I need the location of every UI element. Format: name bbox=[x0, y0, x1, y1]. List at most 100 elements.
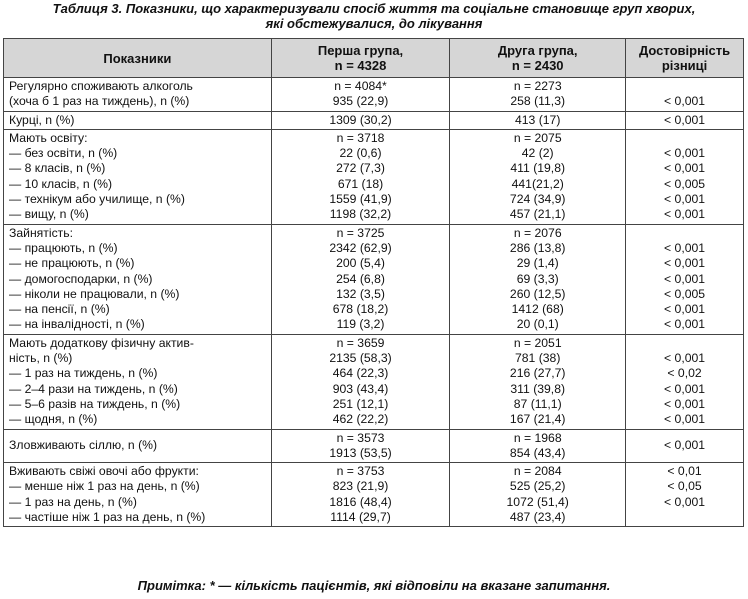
table-caption: Таблиця 3. Показники, що характеризували… bbox=[0, 1, 748, 31]
cell-line: < 0,02 bbox=[667, 366, 702, 381]
cell-line: 903 (43,4) bbox=[332, 381, 389, 396]
cell-line: n = 3573 bbox=[336, 430, 385, 445]
cell-line: — менше ніж 1 раз на день, n (%) bbox=[9, 479, 200, 494]
cell-line: 413 (17) bbox=[515, 112, 561, 127]
header-group-1-line: Перша група, bbox=[317, 43, 404, 58]
cell-group-2: n = 2075 42 (2) 411 (19,8) 441(21,2) 724 (34… bbox=[449, 128, 627, 225]
caption-line-2: які обстежувалися, до лікування bbox=[265, 16, 483, 31]
caption-line-1: Таблиця 3. Показники, що характеризували… bbox=[52, 1, 696, 16]
cell-line: 42 (2) bbox=[521, 146, 554, 161]
cell-line: n = 2051 bbox=[513, 335, 562, 350]
cell-indicator: Регулярно споживають алкоголь (хоча б 1 р… bbox=[3, 77, 272, 112]
cell-line: — 1 раз на тиждень, n (%) bbox=[9, 366, 158, 381]
cell-line: 441(21,2) bbox=[511, 176, 564, 191]
cell-line: < 0,005 bbox=[664, 286, 706, 301]
cell-group-1: n = 4084* 935 (22,9) bbox=[270, 77, 451, 112]
cell-indicator: Вживають свіжі овочі або фрукти: — менше … bbox=[3, 462, 272, 528]
cell-line: 935 (22,9) bbox=[332, 94, 389, 109]
cell-line: 311 (39,8) bbox=[510, 381, 566, 396]
cell-line: 1114 (29,7) bbox=[330, 510, 391, 525]
cell-line: Зайнятість: bbox=[9, 225, 73, 240]
cell-line: — вищу, n (%) bbox=[9, 207, 89, 222]
cell-line: < 0,001 bbox=[664, 207, 706, 222]
cell-line: — 1 раз на день, n (%) bbox=[9, 494, 137, 509]
cell-line: n = 1968 bbox=[513, 430, 562, 445]
cell-line: 1412 (68) bbox=[511, 302, 564, 317]
cell-line: 1913 (53,5) bbox=[329, 445, 392, 460]
cell-line: ність, n (%) bbox=[9, 351, 73, 366]
header-significance-line: Достовірність bbox=[638, 43, 731, 58]
table-row: Мають додаткову фізичну актив-ність, n (… bbox=[3, 333, 744, 430]
cell-group-1: 1309 (30,2) bbox=[270, 110, 451, 130]
cell-line: 132 (3,5) bbox=[336, 286, 385, 301]
cell-indicator: Зловживають сіллю, n (%) bbox=[3, 428, 272, 464]
cell-line: 781 (38) bbox=[515, 351, 561, 366]
cell-line bbox=[631, 510, 738, 525]
table-row: Курці, n (%) 1309 (30,2) 413 (17) < 0,001 bbox=[3, 110, 744, 130]
cell-line: 854 (43,4) bbox=[509, 445, 566, 460]
cell-line: 464 (22,3) bbox=[332, 366, 389, 381]
cell-line: < 0,001 bbox=[664, 256, 706, 271]
cell-line: n = 3659 bbox=[336, 335, 385, 350]
header-group-2: Друга група, n = 2430 bbox=[449, 38, 627, 78]
cell-line: < 0,001 bbox=[664, 351, 706, 366]
cell-line bbox=[631, 226, 738, 241]
header-group-1: Перша група, n = 4328 bbox=[270, 38, 451, 78]
cell-group-2: n = 2051 781 (38) 216 (27,7) 311 (39,8) 87 (… bbox=[449, 333, 627, 430]
cell-line: n = 4084* bbox=[334, 79, 387, 93]
cell-line bbox=[631, 131, 738, 146]
header-group-1-line: n = 4328 bbox=[334, 58, 387, 73]
cell-line: n = 2076 bbox=[513, 225, 562, 240]
cell-line: < 0,001 bbox=[664, 192, 706, 207]
table-row: Регулярно споживають алкоголь (хоча б 1 р… bbox=[3, 77, 744, 112]
cell-line: 260 (12,5) bbox=[509, 286, 566, 301]
cell-line: 1309 (30,2) bbox=[329, 112, 392, 127]
cell-line: — ніколи не працювали, n (%) bbox=[9, 286, 180, 301]
cell-group-1: n = 3725 2342 (62,9) 200 (5,4) 254 (6,8) 132… bbox=[270, 223, 451, 335]
cell-indicator: Мають додаткову фізичну актив-ність, n (… bbox=[3, 333, 272, 430]
cell-line: 251 (12,1) bbox=[332, 396, 389, 411]
table-footnote: Примітка: * — кількість пацієнтів, які в… bbox=[137, 578, 611, 593]
cell-significance: < 0,001 < 0,001 < 0,005 < 0,001 < 0,001 bbox=[625, 128, 744, 225]
cell-line: < 0,001 bbox=[664, 381, 706, 396]
cell-line: 167 (21,4) bbox=[509, 412, 566, 427]
cell-indicator: Курці, n (%) bbox=[3, 110, 272, 130]
cell-significance: < 0,001 bbox=[625, 77, 744, 112]
header-group-2-line: n = 2430 bbox=[511, 58, 564, 73]
cell-line: Курці, n (%) bbox=[9, 112, 75, 127]
cell-line: < 0,01 bbox=[667, 464, 702, 479]
cell-line: 525 (25,2) bbox=[509, 479, 566, 494]
cell-line: 457 (21,1) bbox=[509, 207, 566, 222]
cell-significance: < 0,001 bbox=[625, 110, 744, 130]
cell-line: n = 2084 bbox=[513, 464, 562, 479]
cell-line: — 2–4 рази на тиждень, n (%) bbox=[9, 381, 178, 396]
table-row: Зловживають сіллю, n (%) n = 3573 1913 (53… bbox=[3, 428, 744, 464]
cell-line: — 5–6 разів на тиждень, n (%) bbox=[9, 396, 181, 411]
cell-line: Мають додаткову фізичну актив- bbox=[9, 335, 194, 350]
header-group-2-line: Друга група, bbox=[497, 43, 578, 58]
cell-line: n = 2075 bbox=[513, 130, 562, 145]
cell-line: Регулярно споживають алкоголь bbox=[9, 79, 193, 93]
table-row: Мають освіту: — без освіти, n (%) — 8 клас… bbox=[3, 128, 744, 225]
cell-line: — без освіти, n (%) bbox=[9, 146, 118, 161]
cell-line: 1072 (51,4) bbox=[506, 494, 569, 509]
cell-group-1: n = 3753 823 (21,9) 1816 (48,4) 1114 (29,7) bbox=[270, 462, 451, 528]
cell-indicator: Мають освіту: — без освіти, n (%) — 8 клас… bbox=[3, 128, 272, 225]
cell-line: — 8 класів, n (%) bbox=[9, 161, 106, 176]
table-row: Вживають свіжі овочі або фрукти: — менше … bbox=[3, 462, 744, 528]
cell-line bbox=[631, 336, 738, 351]
cell-line: 22 (0,6) bbox=[339, 146, 382, 161]
table-row: Зайнятість: — працюють, n (%) — не працюют… bbox=[3, 223, 744, 335]
cell-line: 254 (6,8) bbox=[336, 271, 385, 286]
cell-group-2: 413 (17) bbox=[449, 110, 627, 130]
cell-line: 69 (3,3) bbox=[516, 271, 559, 286]
cell-line: < 0,05 bbox=[667, 479, 702, 494]
cell-line: — технікум або училище, n (%) bbox=[9, 192, 185, 207]
cell-line: < 0,001 bbox=[664, 161, 706, 176]
cell-line: 119 (3,2) bbox=[336, 317, 385, 332]
cell-line: 671 (18) bbox=[337, 176, 384, 191]
cell-line: < 0,001 bbox=[664, 494, 706, 509]
cell-group-1: n = 3718 22 (0,6) 272 (7,3) 671 (18) 1559 (4… bbox=[270, 128, 451, 225]
cell-line: 2135 (58,3) bbox=[329, 351, 392, 366]
header-indicators: Показники bbox=[3, 38, 272, 78]
